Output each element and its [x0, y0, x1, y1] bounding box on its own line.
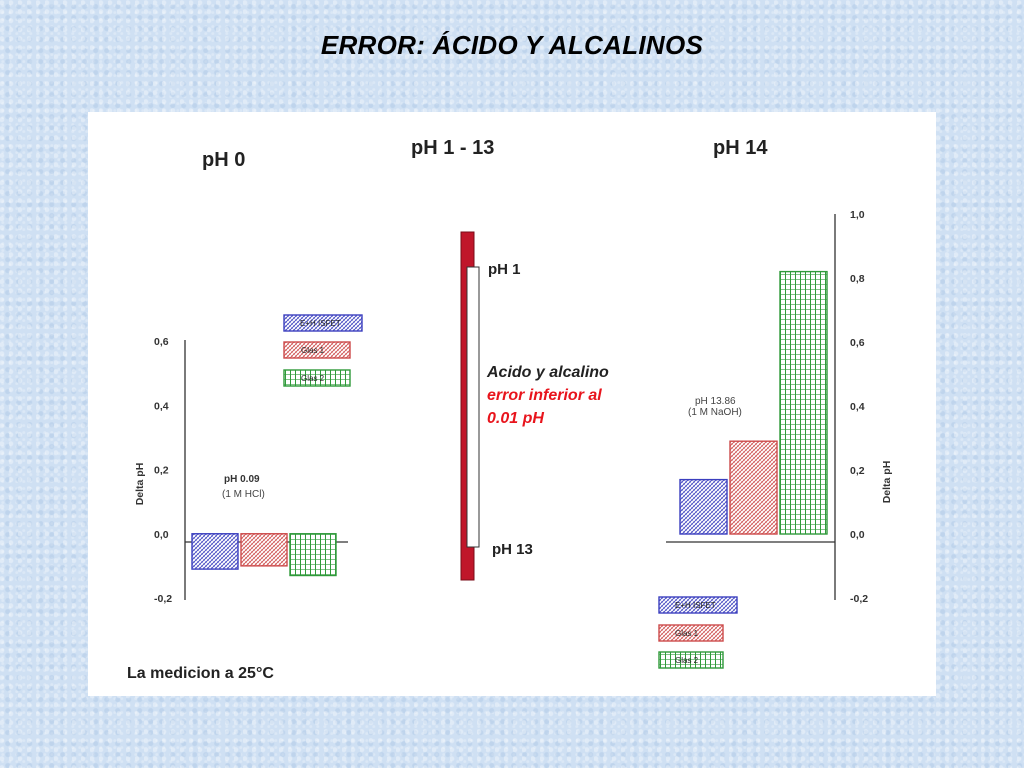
y-tick-label: 0,0 [850, 529, 865, 541]
legend-swatch-isfet [658, 596, 738, 614]
left-tick-labels: 0,6 0,4 0,2 0,0 -0,2 [154, 336, 172, 605]
legend-swatch-glas1 [658, 624, 724, 642]
y-tick-label: 0,8 [850, 273, 865, 285]
bar-glas1 [729, 440, 778, 535]
left-legend: E+H ISFET Glas 1 Glas 2 [283, 314, 363, 387]
legend-swatch-isfet [283, 314, 363, 332]
charts-svg: pH 0 pH 1 - 13 pH 14 0,6 0,4 0,2 0,0 -0,2 De… [127, 137, 893, 682]
y-tick-label: -0,2 [850, 593, 868, 605]
legend-swatch-glas1 [283, 341, 351, 359]
chart-panel: pH 0 pH 1 - 13 pH 14 0,6 0,4 0,2 0,0 -0,2 De… [88, 112, 936, 696]
y-tick-label: 0,2 [850, 465, 865, 477]
left-annotation-line1: pH 0.09 [224, 474, 260, 485]
y-tick-label: 0,4 [850, 401, 865, 413]
middle-title: pH 1 - 13 [411, 137, 494, 159]
right-bars [679, 270, 828, 535]
y-tick-label: -0,2 [154, 593, 172, 605]
bar-glas2 [289, 533, 337, 577]
right-chart: 1,0 0,8 0,6 0,4 0,2 0,0 -0,2 Delta pH pH 13.86… [658, 209, 893, 669]
range-window [466, 266, 480, 548]
right-chart-title: pH 14 [713, 137, 768, 159]
y-tick-label: 0,4 [154, 400, 169, 412]
legend-swatch-glas2 [283, 369, 351, 387]
middle-range: pH 1 pH 13 Acido y alcalino error inferi… [460, 231, 609, 581]
left-annotation-line2: (1 M HCl) [222, 489, 265, 500]
left-y-label: Delta pH [134, 463, 146, 506]
left-chart: 0,6 0,4 0,2 0,0 -0,2 Delta pH pH 0.09 (1 M H… [134, 314, 363, 605]
range-bottom-label: pH 13 [492, 541, 533, 558]
y-tick-label: 1,0 [850, 209, 865, 221]
range-top-label: pH 1 [488, 261, 521, 278]
left-chart-title: pH 0 [202, 149, 245, 171]
legend-label-isfet: E+H ISFET [300, 319, 341, 328]
bar-isfet [679, 478, 728, 535]
legend-label-glas2: Glas 2 [301, 374, 325, 383]
right-annotation-line2: (1 M NaOH) [688, 407, 742, 418]
legend-swatch-glas2 [658, 651, 724, 669]
y-tick-label: 0,0 [154, 529, 169, 541]
right-tick-labels: 1,0 0,8 0,6 0,4 0,2 0,0 -0,2 [850, 209, 868, 605]
slide-title: ERROR: ÁCIDO Y ALCALINOS [320, 30, 704, 60]
right-annotation-line1: pH 13.86 [695, 396, 736, 407]
legend-label-glas1: Glas 1 [675, 629, 699, 638]
right-y-label: Delta pH [881, 461, 893, 504]
left-bars [191, 533, 337, 577]
range-desc-line1: Acido y alcalino [486, 364, 609, 381]
legend-label-isfet: E+H ISFET [675, 601, 716, 610]
range-desc-line2: error inferior al [487, 387, 602, 404]
right-legend: E+H ISFET Glas 1 Glas 2 [658, 596, 738, 669]
bar-glas2 [779, 270, 828, 535]
bar-isfet [191, 533, 239, 570]
range-desc-line3: 0.01 pH [487, 410, 544, 427]
bar-glas1 [240, 533, 288, 567]
legend-label-glas1: Glas 1 [301, 346, 325, 355]
y-tick-label: 0,6 [154, 336, 169, 348]
footer-note: La medicion a 25°C [127, 665, 274, 682]
y-tick-label: 0,6 [850, 337, 865, 349]
y-tick-label: 0,2 [154, 465, 169, 477]
legend-label-glas2: Glas 2 [675, 656, 699, 665]
